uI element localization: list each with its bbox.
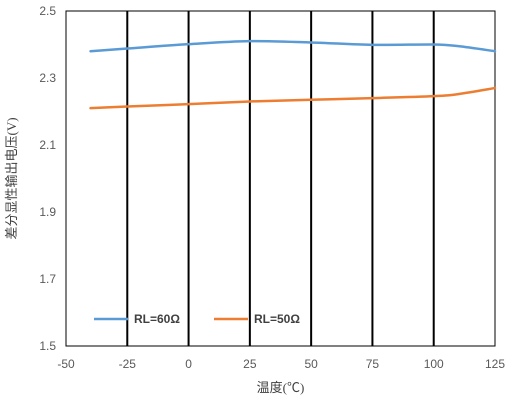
y-axis-title: 差分显性输出电压(V) — [4, 117, 19, 239]
x-tick-label: 125 — [485, 357, 505, 371]
x-tick-label: 25 — [243, 357, 257, 371]
x-tick-label: 50 — [304, 357, 318, 371]
y-tick-label: 2.3 — [39, 71, 56, 85]
x-tick-label: -50 — [57, 357, 75, 371]
series-lines — [89, 39, 497, 110]
x-tick-label: -25 — [119, 357, 137, 371]
plot-area-border — [65, 10, 496, 347]
y-tick-label: 2.1 — [39, 138, 56, 152]
y-tick-label: 1.5 — [39, 339, 56, 353]
legend: RL=60Ω RL=50Ω — [94, 312, 300, 326]
y-tick-label: 1.9 — [39, 205, 56, 219]
x-axis-title: 温度(℃) — [257, 380, 305, 395]
tick-labels: -50 -25 0 25 50 75 100 125 1.5 1.7 1.9 2.1 2.3 2.5 — [39, 4, 505, 371]
y-tick-label: 1.7 — [39, 272, 56, 286]
legend-label-1: RL=60Ω — [134, 312, 180, 326]
y-tick-label: 2.5 — [39, 4, 56, 18]
x-tick-label: 0 — [185, 357, 192, 371]
series-line-1 — [89, 39, 497, 53]
legend-label-2: RL=50Ω — [254, 312, 300, 326]
series-line-2 — [89, 86, 497, 110]
x-tick-label: 100 — [424, 357, 444, 371]
x-tick-label: 75 — [366, 357, 380, 371]
vertical-gridlines — [126, 11, 435, 346]
